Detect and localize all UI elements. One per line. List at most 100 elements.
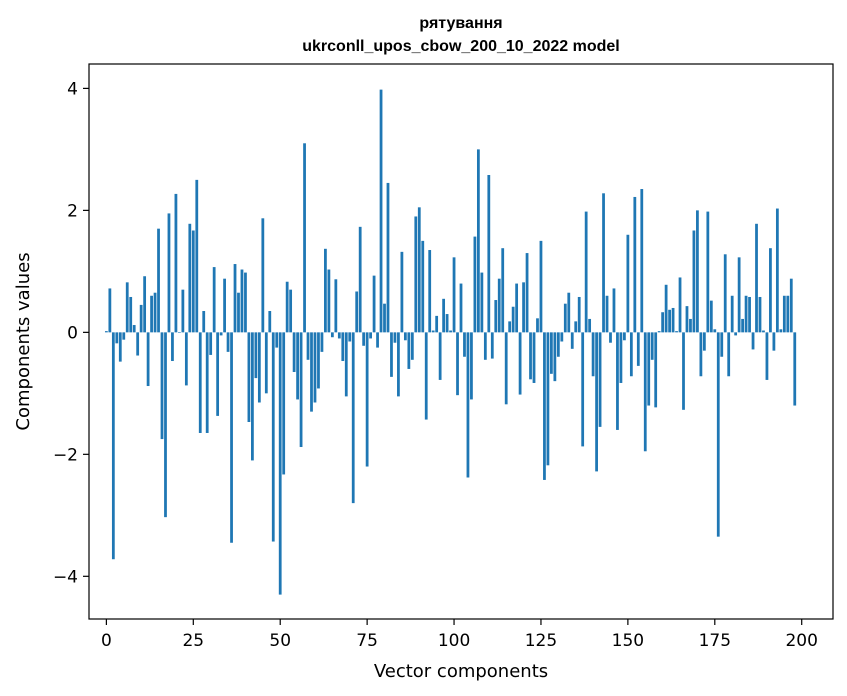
bar-41 <box>247 332 251 422</box>
bar-147 <box>616 332 619 430</box>
bars-group <box>104 89 797 595</box>
bar-107 <box>476 149 480 333</box>
bar-4 <box>118 332 122 362</box>
bar-86 <box>403 332 407 341</box>
bar-1 <box>108 288 112 333</box>
bar-135 <box>574 321 578 333</box>
bar-116 <box>508 321 512 333</box>
bar-58 <box>306 332 310 360</box>
bar-174 <box>709 300 713 333</box>
y-tick-label-4: 4 <box>67 79 78 99</box>
bar-164 <box>675 331 678 333</box>
bar-110 <box>487 175 491 333</box>
bar-159 <box>657 331 661 333</box>
bar-48 <box>271 332 275 542</box>
y-tick-label--4: −4 <box>53 567 78 587</box>
bar-13 <box>150 295 153 333</box>
bar-139 <box>588 318 592 333</box>
bar-154 <box>640 189 644 333</box>
bar-109 <box>483 332 487 360</box>
bar-169 <box>692 230 696 333</box>
bar-161 <box>664 284 668 333</box>
y-axis-ticks: −4 −2 0 2 4 <box>53 79 89 587</box>
y-tick-label--2: −2 <box>53 445 78 465</box>
bar-141 <box>595 332 598 472</box>
bar-181 <box>734 332 738 336</box>
x-tick-label-175: 175 <box>699 631 731 651</box>
bar-38 <box>237 292 240 333</box>
bar-5 <box>122 332 126 340</box>
bar-93 <box>428 250 432 333</box>
bar-54 <box>292 332 296 372</box>
bar-156 <box>647 332 651 406</box>
bar-37 <box>233 264 237 333</box>
bar-187 <box>755 223 758 333</box>
plot-frame <box>88 63 834 620</box>
bar-163 <box>671 307 675 333</box>
bar-149 <box>623 332 626 341</box>
bar-6 <box>125 282 129 333</box>
bar-87 <box>407 332 411 369</box>
bar-153 <box>636 332 640 366</box>
y-axis-label: Components values <box>13 252 34 430</box>
bar-192 <box>772 332 776 351</box>
bar-71 <box>351 332 355 504</box>
bar-128 <box>550 332 553 374</box>
bar-129 <box>553 332 557 382</box>
bar-182 <box>737 257 741 333</box>
bar-67 <box>337 332 341 339</box>
bar-7 <box>129 296 133 333</box>
bar-78 <box>376 332 379 348</box>
bar-70 <box>348 332 352 342</box>
bar-104 <box>466 332 470 478</box>
bar-118 <box>515 283 519 333</box>
bar-12 <box>146 332 150 387</box>
x-tick-label-75: 75 <box>356 631 378 651</box>
x-tick-label-25: 25 <box>182 631 204 651</box>
bar-79 <box>379 89 383 333</box>
bar-197 <box>789 278 793 333</box>
bar-191 <box>769 248 772 333</box>
bar-39 <box>240 269 244 333</box>
x-tick-label-125: 125 <box>525 631 557 651</box>
x-axis-label: Vector components <box>374 661 548 682</box>
bar-143 <box>602 193 605 333</box>
bar-15 <box>157 228 160 333</box>
bar-134 <box>570 332 574 349</box>
bar-45 <box>261 218 265 333</box>
bar-50 <box>278 332 282 595</box>
bar-123 <box>532 332 536 383</box>
bar-19 <box>171 332 174 362</box>
x-axis-ticks: 0 25 50 75 100 125 150 175 200 <box>101 619 818 651</box>
bar-9 <box>136 332 140 356</box>
bar-17 <box>164 332 167 518</box>
bar-59 <box>310 332 313 412</box>
bar-117 <box>511 306 515 333</box>
bar-43 <box>254 332 258 379</box>
bar-0 <box>104 331 108 333</box>
bar-31 <box>212 267 216 333</box>
bar-108 <box>480 272 484 333</box>
bar-145 <box>609 332 612 343</box>
y-tick-label-0: 0 <box>67 323 78 343</box>
bar-103 <box>463 332 466 357</box>
chart-title: рятування <box>419 15 502 32</box>
bar-18 <box>167 213 171 333</box>
bar-77 <box>372 275 376 333</box>
bar-122 <box>529 332 532 380</box>
bar-33 <box>219 332 223 336</box>
bar-189 <box>762 330 765 333</box>
bar-120 <box>522 282 525 333</box>
bar-198 <box>793 332 797 406</box>
bar-172 <box>702 332 706 351</box>
bar-138 <box>584 211 588 333</box>
bar-125 <box>539 240 543 333</box>
bar-80 <box>383 303 386 333</box>
bar-171 <box>699 332 703 377</box>
bar-131 <box>560 332 564 342</box>
bar-132 <box>563 303 567 333</box>
bar-101 <box>456 332 459 396</box>
bar-35 <box>226 332 230 352</box>
bar-137 <box>581 332 585 447</box>
x-tick-label-150: 150 <box>612 631 644 651</box>
